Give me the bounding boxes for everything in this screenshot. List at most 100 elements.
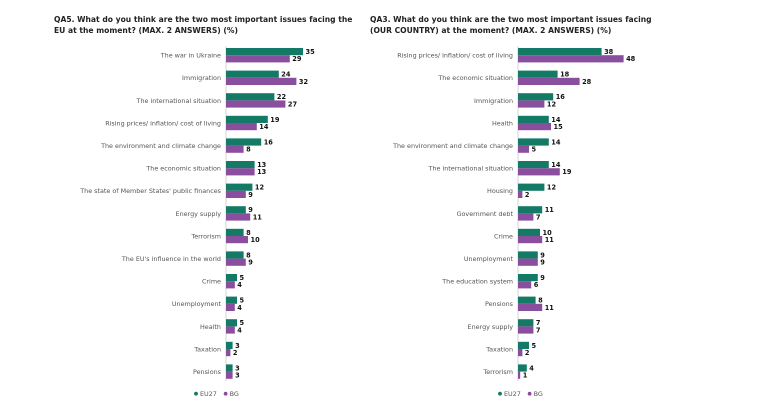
value-label: 5: [240, 274, 245, 282]
value-label: 3: [235, 372, 240, 380]
bar-eu27: [226, 341, 233, 349]
bar-eu27: [518, 183, 545, 191]
legend-label-eu27: EU27: [504, 390, 521, 398]
category-label: Taxation: [485, 345, 513, 353]
bar-bg: [226, 303, 235, 311]
category-label: Energy supply: [176, 210, 222, 218]
value-label: 12: [547, 100, 557, 108]
chart-title: QA5. What do you think are the two most …: [54, 15, 353, 35]
legend-label-eu27: EU27: [200, 390, 217, 398]
category-label: Rising prices/ inflation/ cost of living: [105, 119, 221, 127]
value-label: 4: [529, 364, 534, 372]
bar-bg: [518, 326, 534, 334]
bar-eu27: [518, 161, 549, 169]
bar-eu27: [518, 206, 543, 214]
bar-eu27: [518, 93, 554, 101]
value-label: 8: [246, 146, 251, 154]
value-label: 2: [525, 349, 530, 357]
bar-bg: [518, 349, 523, 357]
category-label: Rising prices/ inflation/ cost of living: [397, 52, 513, 60]
value-label: 5: [240, 297, 245, 305]
bar-bg: [518, 303, 543, 311]
bar-eu27: [226, 183, 253, 191]
value-label: 11: [545, 206, 555, 214]
value-label: 14: [259, 123, 269, 131]
category-label: Crime: [494, 232, 513, 240]
value-label: 11: [545, 304, 555, 312]
bar-bg: [226, 77, 297, 85]
value-label: 4: [237, 304, 242, 312]
bar-bg: [226, 55, 290, 63]
category-label: Unemployment: [172, 300, 222, 308]
value-label: 5: [240, 319, 245, 327]
category-label: Housing: [487, 187, 513, 195]
category-label: Immigration: [182, 74, 221, 82]
category-label: The state of Member States' public finan…: [79, 187, 221, 195]
value-label: 12: [255, 184, 265, 192]
bar-eu27: [518, 48, 602, 56]
bar-eu27: [226, 206, 246, 214]
category-label: Unemployment: [464, 255, 514, 263]
bar-eu27: [226, 274, 237, 282]
value-label: 14: [551, 161, 561, 169]
bar-bg: [518, 371, 521, 379]
value-label: 9: [248, 259, 253, 267]
value-label: 8: [246, 251, 251, 259]
value-label: 29: [292, 55, 302, 63]
legend-marker-bg: [223, 391, 228, 396]
value-label: 2: [233, 349, 238, 357]
value-label: 16: [264, 138, 274, 146]
bar-eu27: [226, 364, 233, 372]
category-label: The economic situation: [437, 74, 513, 82]
category-label: The education system: [441, 278, 513, 286]
category-label: Health: [200, 323, 221, 331]
bar-eu27: [518, 115, 549, 123]
bar-bg: [226, 258, 246, 266]
bar-eu27: [226, 115, 268, 123]
bar-bg: [518, 258, 538, 266]
bar-bg: [226, 190, 246, 198]
value-label: 14: [551, 116, 561, 124]
bar-bg: [226, 236, 248, 244]
bar-eu27: [226, 138, 262, 146]
value-label: 9: [248, 206, 253, 214]
legend-marker-bg: [527, 391, 532, 396]
bar-bg: [518, 123, 551, 131]
bar-bg: [226, 100, 286, 108]
bar-bg: [518, 190, 523, 198]
bar-eu27: [226, 251, 244, 259]
value-label: 19: [270, 116, 280, 124]
value-label: 10: [543, 229, 553, 237]
bar-eu27: [518, 319, 534, 327]
value-label: 19: [562, 168, 572, 176]
value-label: 28: [582, 78, 592, 86]
bar-eu27: [226, 319, 237, 327]
value-label: 22: [277, 93, 287, 101]
bar-eu27: [226, 70, 279, 78]
category-label: Health: [492, 119, 513, 127]
value-label: 48: [626, 55, 636, 63]
value-label: 32: [299, 78, 309, 86]
bar-bg: [518, 145, 529, 153]
category-label: The EU's influence in the world: [121, 255, 221, 263]
bar-eu27: [518, 70, 558, 78]
value-label: 1: [523, 372, 528, 380]
category-label: The environment and climate change: [392, 142, 513, 150]
category-label: The economic situation: [145, 165, 221, 173]
value-label: 8: [246, 229, 251, 237]
value-label: 7: [536, 326, 541, 334]
bar-eu27: [226, 296, 237, 304]
value-label: 35: [306, 48, 316, 56]
category-label: Government debt: [457, 210, 514, 218]
bar-eu27: [518, 251, 538, 259]
value-label: 7: [536, 319, 541, 327]
bar-eu27: [518, 274, 538, 282]
value-label: 5: [532, 146, 537, 154]
bar-eu27: [226, 48, 303, 56]
legend-label-bg: BG: [230, 390, 239, 398]
category-label: Pensions: [193, 368, 222, 376]
value-label: 8: [538, 297, 543, 305]
value-label: 10: [251, 236, 261, 244]
value-label: 3: [235, 342, 240, 350]
bar-bg: [518, 236, 543, 244]
